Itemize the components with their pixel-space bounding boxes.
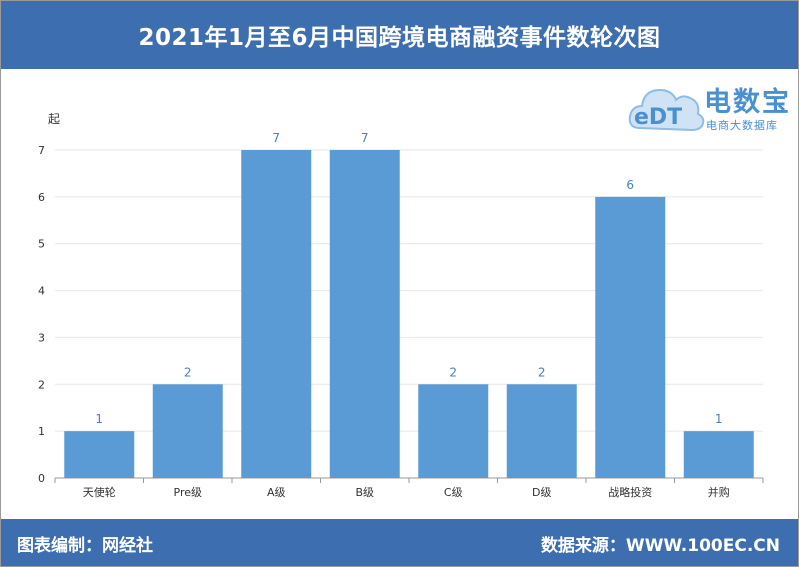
- y-tick-label: 5: [38, 238, 45, 251]
- bar: [241, 150, 312, 478]
- data-label: 2: [449, 365, 457, 379]
- y-tick-labels: 0 1 2 3 4 5 6 7: [38, 144, 45, 485]
- bar: [506, 384, 577, 478]
- footer-source: 数据来源：WWW.100EC.CN: [540, 536, 780, 556]
- x-tick-label: A级: [267, 486, 286, 499]
- data-labels: 1 2 7 7 2 2 6 1: [95, 131, 722, 426]
- x-tick-label: B级: [355, 486, 374, 499]
- bars: [64, 150, 754, 478]
- y-tick-label: 4: [38, 285, 45, 298]
- y-tick-label: 1: [38, 425, 45, 438]
- x-tick-label: C级: [444, 486, 463, 499]
- bar: [418, 384, 489, 478]
- x-tick-label: 并购: [708, 485, 730, 499]
- y-axis-label: 起: [48, 112, 60, 126]
- bar: [152, 384, 223, 478]
- x-tick-label: 天使轮: [83, 485, 116, 499]
- logo: eDT 电数宝 电商大数据库: [626, 76, 796, 138]
- chart-title: 2021年1月至6月中国跨境电商融资事件数轮次图: [138, 25, 661, 51]
- y-tick-label: 6: [38, 191, 45, 204]
- bar: [595, 196, 666, 478]
- x-tick-label: D级: [532, 486, 551, 499]
- y-tick-label: 3: [38, 331, 45, 344]
- x-tick-labels: 天使轮 Pre级 A级 B级 C级 D级 战略投资 并购: [54, 478, 764, 499]
- data-label: 2: [538, 365, 546, 379]
- data-label: 1: [715, 412, 723, 426]
- x-tick-label: Pre级: [174, 486, 203, 499]
- y-tick-label: 7: [38, 144, 45, 157]
- y-tick-label: 0: [38, 472, 45, 485]
- data-label: 2: [184, 365, 192, 379]
- x-tick-label: 战略投资: [608, 485, 652, 499]
- bar: [683, 431, 754, 478]
- bar: [64, 431, 135, 478]
- logo-brand: 电数宝: [704, 87, 791, 118]
- data-label: 7: [272, 131, 280, 145]
- footer-banner: 图表编制：网经社 数据来源：WWW.100EC.CN: [1, 519, 798, 566]
- data-label: 1: [95, 412, 103, 426]
- bar: [329, 150, 400, 478]
- y-tick-label: 2: [38, 378, 45, 391]
- data-label: 6: [626, 178, 634, 192]
- logo-mark-text: eDT: [634, 105, 682, 130]
- cloud-logo-icon: eDT: [628, 88, 705, 132]
- title-banner: 2021年1月至6月中国跨境电商融资事件数轮次图: [1, 1, 798, 69]
- logo-brand-sub: 电商大数据库: [706, 119, 778, 132]
- data-label: 7: [361, 131, 369, 145]
- footer-editor: 图表编制：网经社: [17, 536, 153, 556]
